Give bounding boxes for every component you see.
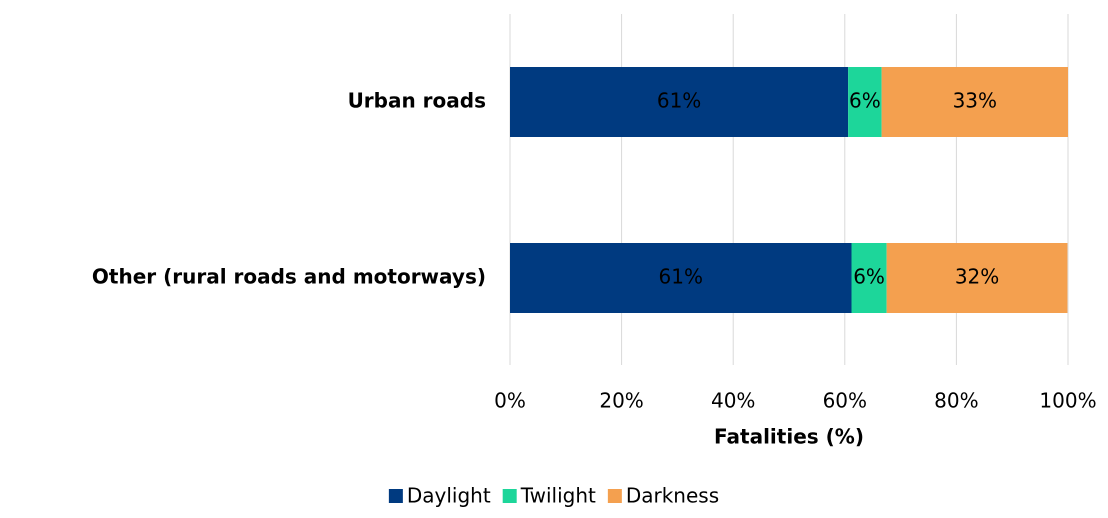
bar-segment [848,67,882,137]
data-label: 6% [849,89,881,113]
x-axis-title: Fatalities (%) [714,425,864,449]
data-label: 32% [955,265,999,289]
x-tick-label: 80% [934,389,978,413]
y-tick-label: Urban roads [348,89,486,113]
data-label: 61% [657,89,701,113]
legend-swatch [502,489,517,503]
bar-segment [510,67,849,137]
data-label: 61% [659,265,703,289]
legend-swatch [607,489,622,503]
x-tick-label: 60% [823,389,867,413]
bar-segment [510,243,852,313]
legend-label: Twilight [520,484,596,508]
legend-label: Darkness [626,484,719,508]
legend-label: Daylight [407,484,491,508]
x-tick-label: 20% [599,389,643,413]
y-tick-label: Other (rural roads and motorways) [92,265,486,289]
data-label: 6% [853,265,885,289]
data-label: 33% [953,89,997,113]
legend-swatch [388,489,403,503]
x-tick-label: 0% [494,389,526,413]
bar-segment [881,67,1068,137]
x-tick-label: 40% [711,389,755,413]
bar-segment [886,243,1068,313]
x-tick-label: 100% [1039,389,1096,413]
bar-segment [851,243,887,313]
